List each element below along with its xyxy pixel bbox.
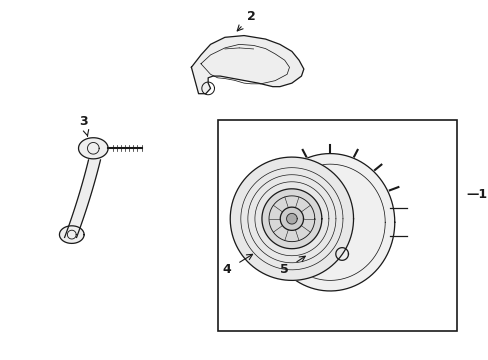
Polygon shape [191,36,303,94]
Polygon shape [230,157,353,280]
Text: 2: 2 [246,10,255,23]
Polygon shape [286,213,297,224]
Polygon shape [79,138,108,159]
Polygon shape [60,226,84,243]
Bar [217,120,456,332]
Polygon shape [64,160,100,238]
Polygon shape [262,189,321,249]
Polygon shape [265,154,394,291]
Polygon shape [280,207,303,230]
Text: 3: 3 [79,115,88,129]
Text: —1: —1 [466,188,487,201]
Text: 4: 4 [223,263,231,276]
Text: 5: 5 [280,263,288,276]
